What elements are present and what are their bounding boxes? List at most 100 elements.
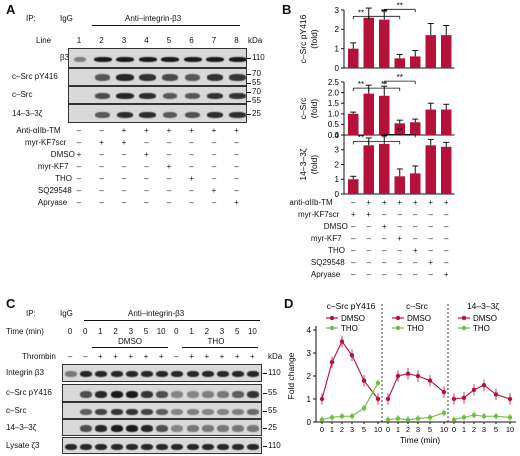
bar: [348, 48, 359, 68]
condition-value: –: [382, 210, 387, 219]
kda-marker: 70: [252, 87, 261, 96]
condition-name: DMSO: [323, 222, 348, 231]
time-point: 2: [113, 327, 118, 336]
y-axis-label: 14–3–3ζ: [298, 148, 308, 180]
protein-band: [217, 425, 229, 432]
y-tick-label: 1: [335, 175, 340, 184]
condition-value: +: [234, 126, 239, 135]
time-point: 5: [234, 327, 240, 336]
protein-band: [247, 371, 260, 377]
blot-label: 14–3–3ζ: [6, 422, 37, 432]
protein-band: [171, 408, 184, 415]
bar: [441, 109, 452, 135]
y-tick-label: 0: [335, 190, 340, 199]
data-point: [461, 395, 467, 401]
protein-band: [80, 425, 93, 432]
thrombin-value: +: [113, 352, 118, 361]
panel-c-label: C: [6, 296, 16, 311]
condition-name: SQ29548: [310, 258, 345, 267]
thrombin-value: +: [234, 352, 240, 361]
protein-band: [228, 56, 246, 62]
condition-value: –: [366, 246, 371, 255]
protein-band: [116, 56, 134, 62]
condition-value: +: [412, 198, 418, 207]
protein-band: [217, 443, 229, 450]
thrombin-value: +: [143, 352, 149, 361]
marker-tick: [263, 373, 267, 374]
condition-name: DMSO: [50, 150, 75, 159]
x-tick-label: 5: [362, 425, 366, 434]
ip-label: IP:: [26, 14, 36, 23]
thrombin-value: +: [250, 352, 255, 361]
x-tick-label: 3: [482, 425, 486, 434]
condition-value: –: [413, 258, 418, 267]
protein-band: [206, 56, 224, 62]
significance-mark: **: [358, 8, 364, 17]
time-point: 2: [204, 327, 210, 336]
western-blot: [68, 104, 247, 123]
protein-band: [162, 73, 178, 81]
thrombin-label: Thrombin: [22, 352, 56, 361]
condition-name: Apryase: [37, 198, 68, 207]
condition-value: –: [211, 138, 217, 147]
condition-name: anti-αIIb-TM: [289, 198, 333, 207]
protein-band: [73, 56, 87, 62]
condition-value: –: [234, 174, 239, 183]
western-blot: [62, 437, 262, 454]
significance-mark: **: [381, 133, 387, 142]
protein-band: [232, 371, 245, 377]
panel-a-label: A: [6, 2, 16, 17]
condition-value: +: [144, 150, 149, 159]
lane-number: 2: [99, 36, 104, 45]
thrombin-value: –: [174, 352, 179, 361]
legend-label: THO: [341, 324, 358, 333]
x-tick-label: 10: [374, 425, 382, 434]
protein-band: [116, 111, 134, 118]
bar: [348, 113, 359, 135]
protein-band: [217, 390, 229, 398]
x-tick-label: 0: [386, 425, 390, 434]
western-blot: [68, 68, 247, 86]
protein-band: [201, 390, 214, 398]
bar: [379, 95, 390, 135]
kda-marker: 25: [268, 422, 277, 432]
condition-value: –: [397, 270, 402, 279]
condition-value: +: [166, 126, 172, 135]
condition-value: –: [397, 246, 402, 255]
condition-value: –: [99, 126, 104, 135]
condition-value: –: [99, 174, 104, 183]
condition-value: –: [76, 138, 82, 147]
thrombin-value: –: [82, 352, 88, 361]
condition-name: myr-KF7scr: [298, 210, 340, 219]
data-point: [481, 414, 487, 419]
lane-number: 3: [121, 36, 127, 45]
protein-band: [229, 73, 246, 81]
condition-value: –: [166, 174, 172, 183]
data-point: [481, 383, 487, 388]
data-point: [329, 360, 335, 365]
x-tick-label: 1: [396, 425, 400, 434]
protein-band: [185, 93, 200, 99]
protein-band: [206, 111, 224, 118]
protein-band: [80, 390, 93, 398]
protein-band: [232, 443, 245, 450]
protein-band: [186, 390, 199, 398]
data-point: [461, 415, 467, 420]
y-tick-label: 0.5: [328, 120, 340, 129]
condition-value: +: [366, 210, 372, 219]
condition-value: –: [189, 198, 194, 207]
protein-band: [156, 443, 169, 450]
data-point: [471, 387, 477, 392]
condition-value: +: [211, 186, 217, 195]
western-blot: [68, 48, 247, 68]
protein-band: [94, 93, 111, 99]
x-tick-label: 1: [462, 425, 466, 434]
condition-name: myr-KF7scr: [25, 138, 67, 147]
y-axis-unit: (fold): [309, 29, 319, 49]
condition-value: +: [428, 258, 434, 267]
protein-band: [217, 371, 229, 377]
condition-value: –: [121, 162, 127, 171]
condition-value: +: [234, 198, 239, 207]
